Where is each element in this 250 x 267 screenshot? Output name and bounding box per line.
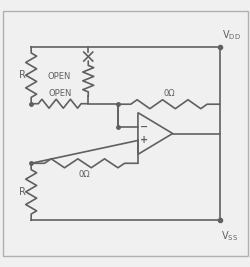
Text: OPEN: OPEN	[48, 89, 71, 98]
Text: R: R	[19, 70, 26, 80]
Text: V$_{\rm DD}$: V$_{\rm DD}$	[222, 28, 240, 42]
Text: R: R	[19, 187, 26, 197]
Text: V$_{\rm SS}$: V$_{\rm SS}$	[220, 229, 237, 243]
Text: 0Ω: 0Ω	[78, 170, 90, 179]
Text: 0Ω: 0Ω	[162, 89, 174, 98]
Text: OPEN: OPEN	[47, 72, 70, 81]
Text: +: +	[139, 135, 147, 146]
Text: −: −	[139, 121, 147, 132]
